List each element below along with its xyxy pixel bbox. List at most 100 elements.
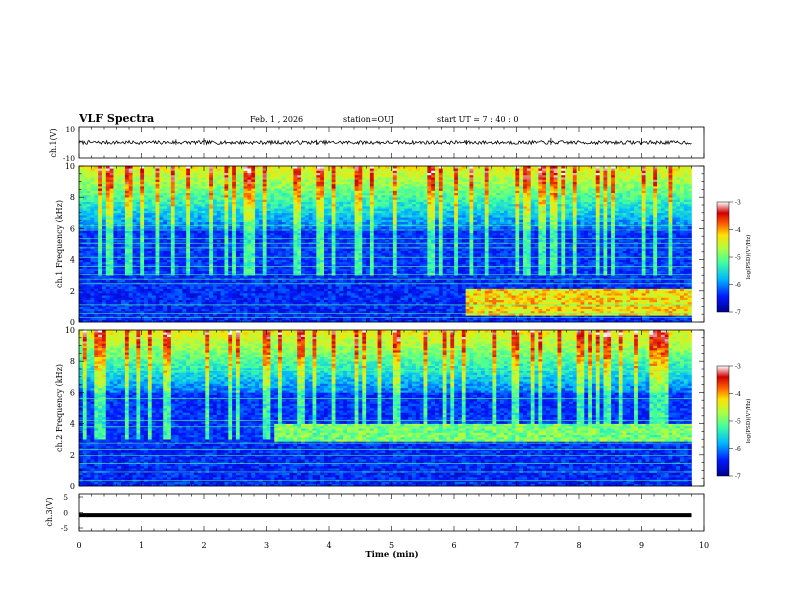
- spectrogram-cell: [285, 255, 290, 258]
- spectrogram-cell: [132, 230, 137, 234]
- spectrogram-cell: [113, 203, 118, 207]
- spectrogram-cell: [147, 268, 153, 272]
- spectrogram-cell: [109, 168, 114, 171]
- spectrogram-cell: [220, 203, 225, 207]
- spectrogram-cell: [274, 210, 279, 214]
- spectrogram-cell: [121, 288, 126, 292]
- spectrogram-cell: [159, 210, 164, 214]
- spectrogram-cell: [136, 177, 141, 180]
- spectrogram-cell: [262, 248, 267, 251]
- spectrogram-cell: [320, 206, 325, 209]
- spectrogram-cell: [285, 201, 290, 205]
- spectrogram-cell: [197, 310, 202, 314]
- spectrogram-cell: [262, 310, 267, 314]
- spectrogram-cell: [136, 286, 141, 289]
- spectrogram-cell: [335, 306, 340, 309]
- spectrogram-cell: [289, 172, 294, 176]
- spectrogram-cell: [289, 170, 294, 173]
- spectrogram-cell: [266, 174, 271, 178]
- spectrogram-cell: [301, 313, 306, 316]
- spectrogram-cell: [278, 168, 283, 171]
- spectrogram-cell: [239, 277, 244, 280]
- spectrogram-cell: [90, 284, 95, 287]
- spectrogram-cell: [316, 293, 321, 296]
- spectrogram-cell: [151, 279, 156, 283]
- spectrogram-cell: [243, 257, 248, 260]
- spectrogram-cell: [178, 212, 183, 216]
- spectrogram-cell: [105, 317, 110, 321]
- spectrogram-cell: [239, 197, 244, 200]
- spectrogram-cell: [327, 192, 332, 196]
- spectrogram-cell: [182, 261, 187, 265]
- spectrogram-cell: [316, 219, 321, 223]
- spectrogram-cell: [316, 232, 321, 236]
- spectrogram-cell: [101, 210, 107, 214]
- spectrogram-cell: [117, 261, 122, 265]
- spectrogram-cell: [197, 199, 202, 202]
- spectrogram-cell: [101, 264, 107, 267]
- ch1-waveform-frame: [78, 126, 705, 159]
- spectrogram-cell: [224, 210, 229, 214]
- spectrogram-cell: [124, 288, 130, 292]
- spectrogram-cell: [105, 315, 110, 318]
- spectrogram-cell: [79, 259, 84, 263]
- spectrogram-cell: [79, 232, 84, 236]
- spectrogram-cell: [86, 215, 91, 218]
- spectrogram-cell: [258, 293, 264, 296]
- spectrogram-cell: [239, 230, 244, 234]
- spectrogram-cell: [346, 317, 352, 321]
- spectrogram-cell: [186, 208, 191, 211]
- spectrogram-cell: [193, 179, 198, 182]
- spectrogram-cell: [82, 250, 87, 254]
- spectrogram-cell: [255, 230, 260, 234]
- spectrogram-cell: [82, 232, 87, 236]
- spectrogram-cell: [186, 317, 191, 321]
- spectrogram-cell: [178, 284, 183, 287]
- spectrogram-cell: [346, 203, 352, 207]
- spectrogram-cell: [193, 230, 198, 234]
- spectrogram-cell: [86, 188, 91, 191]
- spectrogram-cell: [255, 268, 260, 272]
- spectrogram-cell: [255, 203, 260, 207]
- spectrogram-cell: [335, 235, 340, 238]
- spectrogram-cell: [90, 206, 95, 209]
- spectrogram-cell: [281, 221, 287, 225]
- spectrogram-cell: [121, 275, 126, 278]
- spectrogram-cell: [270, 221, 275, 225]
- spectrogram-cell: [163, 170, 168, 173]
- spectrogram-cell: [243, 297, 248, 301]
- spectrogram-cell: [174, 226, 179, 229]
- spectrogram-cell: [274, 221, 279, 225]
- spectrogram-cell: [167, 306, 172, 309]
- spectrogram-cell: [339, 172, 344, 176]
- spectrogram-cell: [140, 310, 145, 314]
- spectrogram-cell: [128, 235, 133, 238]
- spectrogram-cell: [304, 210, 309, 214]
- spectrogram-cell: [159, 217, 164, 220]
- spectrogram-cell: [235, 299, 241, 303]
- spectrogram-cell: [255, 288, 260, 292]
- spectrogram-cell: [209, 257, 214, 260]
- spectrogram-cell: [124, 172, 130, 176]
- spectrogram-cell: [163, 212, 168, 216]
- spectrogram-cell: [117, 219, 122, 223]
- spectrogram-cell: [312, 235, 317, 238]
- spectrogram-cell: [266, 299, 271, 303]
- spectrogram-cell: [262, 308, 267, 312]
- spectrogram-cell: [170, 217, 176, 220]
- spectrogram-cell: [266, 297, 271, 301]
- spectrogram-cell: [98, 264, 103, 267]
- spectrogram-cell: [335, 264, 340, 267]
- spectrogram-cell: [228, 295, 233, 298]
- spectrogram-cell: [167, 239, 172, 243]
- spectrogram-cell: [301, 170, 306, 173]
- spectrogram-cell: [324, 317, 329, 321]
- spectrogram-cell: [274, 232, 279, 236]
- spectrogram-cell: [316, 248, 321, 251]
- spectrogram-cell: [247, 210, 252, 214]
- spectrogram-cell: [140, 217, 145, 220]
- spectrogram-cell: [224, 203, 229, 207]
- spectrogram-cell: [339, 221, 344, 225]
- spectrogram-cell: [324, 250, 329, 254]
- spectrogram-cell: [101, 279, 107, 283]
